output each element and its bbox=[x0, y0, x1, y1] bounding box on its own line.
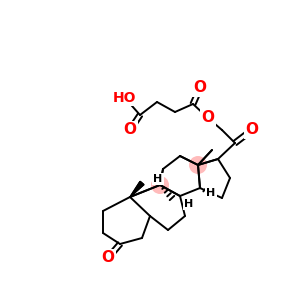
Text: O: O bbox=[202, 110, 214, 125]
Polygon shape bbox=[130, 182, 144, 197]
Text: O: O bbox=[194, 80, 206, 95]
Circle shape bbox=[189, 156, 207, 174]
Text: H: H bbox=[206, 188, 216, 198]
Circle shape bbox=[151, 176, 169, 194]
Text: H: H bbox=[153, 174, 163, 184]
Text: O: O bbox=[124, 122, 136, 137]
Text: HO: HO bbox=[113, 91, 137, 105]
Polygon shape bbox=[130, 182, 144, 197]
Text: O: O bbox=[245, 122, 259, 137]
Text: O: O bbox=[101, 250, 115, 266]
Text: H: H bbox=[184, 199, 194, 209]
